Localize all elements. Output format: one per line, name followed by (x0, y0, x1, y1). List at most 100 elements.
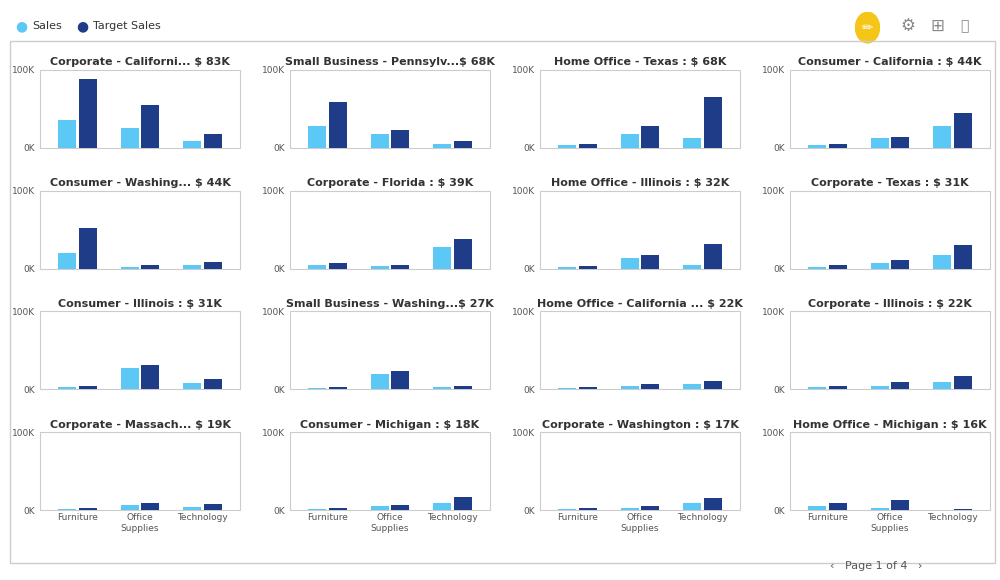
Bar (808, 145, 826, 148)
Title: Corporate - Florida : $ 39K: Corporate - Florida : $ 39K (307, 179, 473, 188)
Bar (40, 190, 240, 269)
Bar (683, 384, 701, 390)
Text: ●: ● (76, 19, 88, 33)
Bar (391, 264, 409, 269)
Bar (621, 508, 639, 510)
Bar (58, 253, 76, 269)
Bar (290, 190, 490, 269)
Title: Home Office - Illinois : $ 32K: Home Office - Illinois : $ 32K (551, 179, 729, 188)
Bar (621, 386, 639, 390)
Bar (579, 508, 597, 510)
Bar (891, 260, 909, 269)
Bar (829, 386, 847, 390)
Bar (308, 388, 326, 390)
Title: Consumer - Illinois : $ 31K: Consumer - Illinois : $ 31K (58, 299, 222, 309)
Bar (891, 137, 909, 148)
Bar (79, 79, 97, 148)
Bar (121, 368, 139, 390)
Bar (183, 266, 201, 269)
Title: Consumer - Michigan : $ 18K: Consumer - Michigan : $ 18K (300, 420, 480, 430)
Bar (433, 248, 451, 269)
Bar (579, 266, 597, 269)
Bar (454, 142, 472, 148)
Bar (371, 133, 389, 148)
Bar (790, 311, 990, 390)
Bar (371, 266, 389, 269)
Bar (558, 267, 576, 269)
Text: ‹   Page 1 of 4   ›: ‹ Page 1 of 4 › (830, 561, 922, 571)
Bar (204, 379, 222, 390)
Bar (790, 432, 990, 510)
Bar (808, 506, 826, 510)
Bar (579, 144, 597, 148)
Bar (683, 503, 701, 510)
Bar (308, 509, 326, 510)
Bar (540, 432, 740, 510)
Bar (40, 432, 240, 510)
Bar (790, 70, 990, 148)
Bar (40, 311, 240, 390)
Bar (290, 70, 490, 148)
Text: Sales: Sales (32, 21, 62, 31)
Bar (58, 509, 76, 510)
Bar (808, 387, 826, 390)
Bar (891, 382, 909, 390)
Bar (641, 506, 659, 510)
Bar (308, 266, 326, 269)
Text: Target Sales: Target Sales (93, 21, 161, 31)
Bar (704, 381, 722, 390)
Bar (829, 503, 847, 510)
Bar (79, 386, 97, 390)
Bar (871, 508, 889, 510)
Bar (79, 228, 97, 269)
Bar (308, 126, 326, 148)
Bar (391, 371, 409, 390)
Bar (58, 387, 76, 390)
Bar (683, 266, 701, 269)
Bar (454, 239, 472, 269)
Bar (121, 505, 139, 510)
Bar (933, 382, 951, 390)
Text: ⚙: ⚙ (900, 17, 915, 35)
Title: Corporate - Texas : $ 31K: Corporate - Texas : $ 31K (811, 179, 969, 188)
Title: Small Business - Pennsylv...$ 68K: Small Business - Pennsylv...$ 68K (285, 57, 495, 67)
Bar (704, 97, 722, 148)
Text: ⊞: ⊞ (930, 17, 944, 35)
Bar (621, 133, 639, 148)
Bar (329, 509, 347, 510)
Bar (329, 387, 347, 390)
Bar (954, 245, 972, 269)
Bar (790, 190, 990, 269)
Bar (329, 102, 347, 148)
Bar (704, 498, 722, 510)
Bar (121, 267, 139, 269)
Bar (808, 267, 826, 269)
Bar (183, 142, 201, 148)
Title: Home Office - Texas : $ 68K: Home Office - Texas : $ 68K (554, 57, 726, 67)
Bar (204, 133, 222, 148)
Bar (391, 130, 409, 148)
Title: Small Business - Washing...$ 27K: Small Business - Washing...$ 27K (286, 299, 494, 309)
Bar (954, 113, 972, 148)
Title: Corporate - Washington : $ 17K: Corporate - Washington : $ 17K (542, 420, 738, 430)
Bar (540, 311, 740, 390)
Bar (954, 509, 972, 510)
Bar (558, 145, 576, 148)
Bar (141, 105, 159, 148)
Title: Consumer - California : $ 44K: Consumer - California : $ 44K (798, 57, 982, 67)
Bar (391, 505, 409, 510)
Bar (621, 259, 639, 269)
Title: Corporate - Illinois : $ 22K: Corporate - Illinois : $ 22K (808, 299, 972, 309)
Title: Corporate - Californi... $ 83K: Corporate - Californi... $ 83K (50, 57, 230, 67)
Bar (58, 120, 76, 148)
Text: ●: ● (15, 19, 27, 33)
Bar (641, 384, 659, 390)
Bar (641, 255, 659, 269)
Bar (558, 509, 576, 510)
Bar (579, 387, 597, 390)
Bar (683, 138, 701, 148)
Bar (204, 504, 222, 510)
Bar (829, 266, 847, 269)
Bar (641, 126, 659, 148)
Title: Home Office - Michigan : $ 16K: Home Office - Michigan : $ 16K (793, 420, 987, 430)
